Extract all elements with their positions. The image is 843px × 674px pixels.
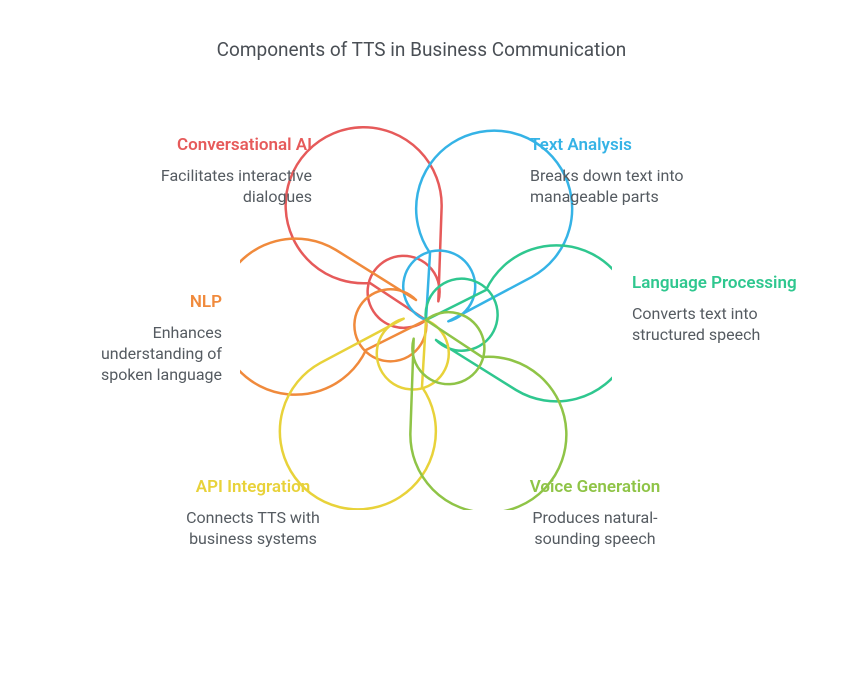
component-heading: Language Processing — [632, 273, 802, 294]
component-desc: Facilitates interactive dialogues — [142, 166, 312, 208]
component-heading: Voice Generation — [510, 477, 680, 498]
component-voice: Voice Generation Produces natural-soundin… — [510, 477, 680, 550]
component-text: Text Analysis Breaks down text into manag… — [530, 135, 700, 208]
component-heading: NLP — [52, 292, 222, 313]
component-api: API Integration Connects TTS with busines… — [168, 477, 338, 550]
component-nlp: NLP Enhances understanding of spoken lang… — [52, 292, 222, 386]
component-desc: Connects TTS with business systems — [168, 508, 338, 550]
component-desc: Produces natural-sounding speech — [510, 508, 680, 550]
component-heading: Text Analysis — [530, 135, 700, 156]
component-convai: Conversational AI Facilitates interactive… — [142, 135, 312, 208]
component-desc: Enhances understanding of spoken languag… — [52, 323, 222, 385]
component-heading: API Integration — [168, 477, 338, 498]
component-desc: Breaks down text into manageable parts — [530, 166, 700, 208]
component-lang: Language Processing Converts text into st… — [632, 273, 802, 346]
component-desc: Converts text into structured speech — [632, 304, 802, 346]
component-heading: Conversational AI — [142, 135, 312, 156]
diagram-title: Components of TTS in Business Communicat… — [0, 38, 843, 61]
